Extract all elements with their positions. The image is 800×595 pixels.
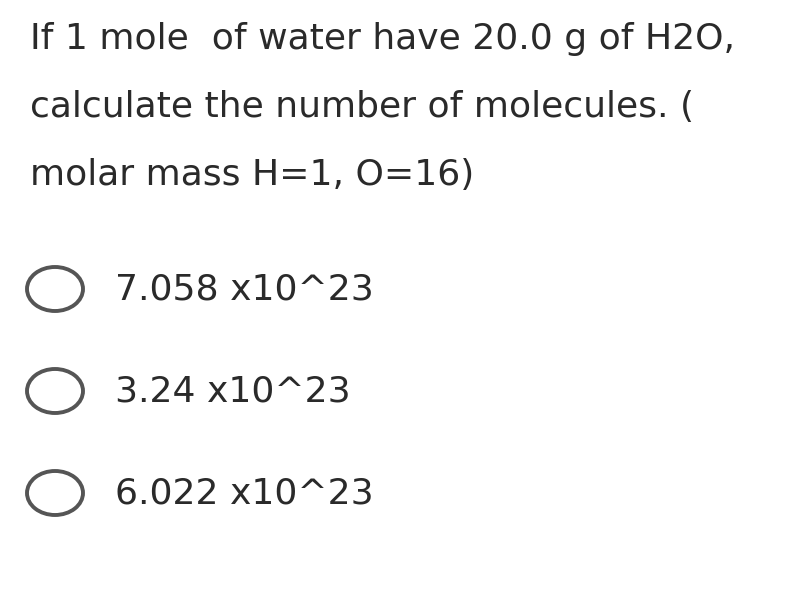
Ellipse shape bbox=[27, 267, 83, 311]
Text: 6.022 x10^23: 6.022 x10^23 bbox=[115, 476, 374, 510]
Text: 7.058 x10^23: 7.058 x10^23 bbox=[115, 272, 374, 306]
Ellipse shape bbox=[27, 369, 83, 413]
Ellipse shape bbox=[27, 471, 83, 515]
Text: 3.24 x10^23: 3.24 x10^23 bbox=[115, 374, 350, 408]
Text: If 1 mole  of water have 20.0 g of H2O,: If 1 mole of water have 20.0 g of H2O, bbox=[30, 22, 735, 56]
Text: calculate the number of molecules. (: calculate the number of molecules. ( bbox=[30, 90, 694, 124]
Text: molar mass H=1, O=16): molar mass H=1, O=16) bbox=[30, 158, 474, 192]
